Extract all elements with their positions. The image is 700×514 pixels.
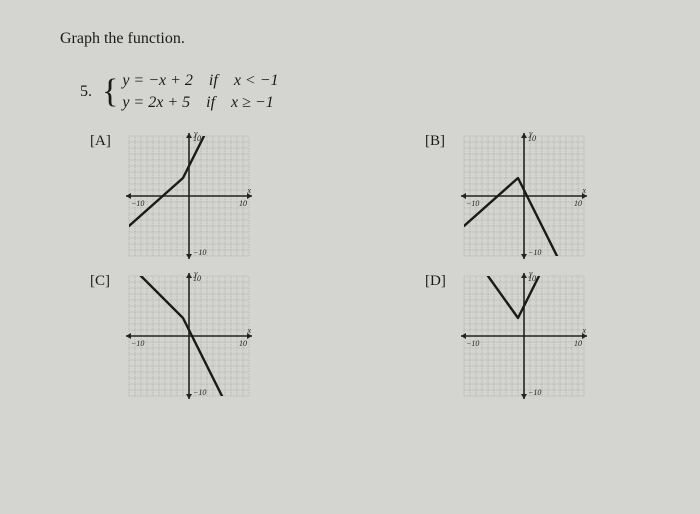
option-a: [A]−101010−10xy	[90, 131, 305, 261]
option-c: [C]−101010−10xy	[90, 271, 305, 401]
svg-text:x: x	[246, 186, 251, 195]
svg-text:10: 10	[239, 339, 247, 348]
svg-text:x: x	[581, 186, 586, 195]
svg-text:y: y	[193, 131, 198, 138]
svg-text:x: x	[246, 326, 251, 335]
svg-text:y: y	[528, 271, 533, 278]
graph-plot: −101010−10xy	[124, 131, 254, 261]
option-label: [C]	[90, 273, 118, 290]
eq1-lhs: y = −x + 2	[122, 72, 193, 89]
problem-statement: 5. { y = −x + 2 if x < −1 y = 2x + 5 if …	[80, 70, 640, 113]
svg-text:10: 10	[574, 339, 582, 348]
svg-text:10: 10	[239, 199, 247, 208]
option-label: [B]	[425, 133, 453, 150]
brace-icon: {	[102, 75, 118, 109]
svg-text:−10: −10	[193, 388, 206, 397]
svg-text:y: y	[193, 271, 198, 278]
option-label: [D]	[425, 273, 453, 290]
option-label: [A]	[90, 133, 118, 150]
eq2-cond: if x ≥ −1	[206, 94, 274, 111]
svg-text:10: 10	[574, 199, 582, 208]
svg-text:−10: −10	[193, 248, 206, 257]
problem-number: 5.	[80, 83, 92, 101]
graph-plot: −101010−10xy	[459, 131, 589, 261]
svg-text:−10: −10	[131, 339, 144, 348]
eq2-lhs: y = 2x + 5	[122, 94, 190, 111]
svg-text:−10: −10	[528, 248, 541, 257]
svg-text:−10: −10	[466, 199, 479, 208]
svg-text:x: x	[581, 326, 586, 335]
options-grid: [A]−101010−10xy[B]−101010−10xy[C]−101010…	[90, 131, 640, 401]
page-title: Graph the function.	[60, 30, 640, 48]
eq1-cond: if x < −1	[209, 72, 279, 89]
graph-plot: −101010−10xy	[124, 271, 254, 401]
svg-text:−10: −10	[528, 388, 541, 397]
svg-text:y: y	[528, 131, 533, 138]
option-d: [D]−101010−10xy	[425, 271, 640, 401]
svg-text:−10: −10	[466, 339, 479, 348]
option-b: [B]−101010−10xy	[425, 131, 640, 261]
graph-plot: −101010−10xy	[459, 271, 589, 401]
svg-text:−10: −10	[131, 199, 144, 208]
